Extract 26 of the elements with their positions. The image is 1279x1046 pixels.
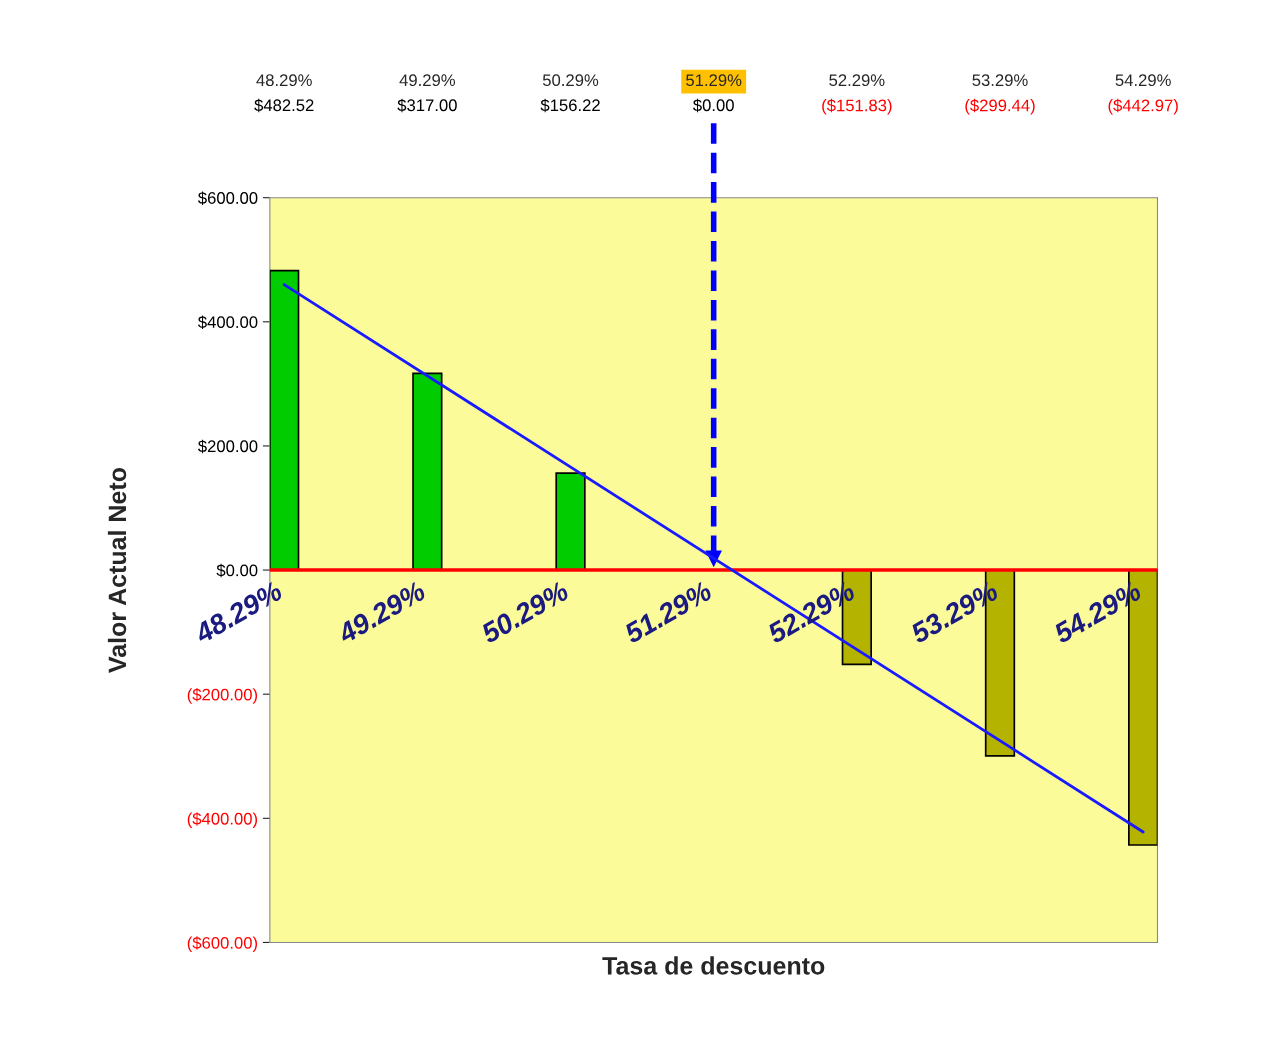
x-tick-label: 51.29%: [686, 74, 742, 87]
x-tick-label: 52.29%: [829, 74, 885, 87]
y-tick-label: ($400.00): [187, 812, 258, 828]
x-tick-label: 48.29%: [256, 74, 312, 87]
data-label: $0.00: [693, 98, 734, 113]
x-tick-label: 49.29%: [399, 74, 456, 87]
data-label: ($299.44): [965, 98, 1035, 115]
data-label: $156.22: [540, 98, 600, 113]
y-tick-label: $0.00: [216, 563, 258, 578]
y-tick-label: $400.00: [198, 315, 258, 330]
data-label: ($151.83): [822, 98, 892, 115]
bar: [555, 472, 586, 571]
bar: [412, 372, 443, 571]
data-label: ($442.97): [1108, 98, 1178, 115]
x-tick-label: 54.29%: [1115, 74, 1171, 87]
y-tick-label: $200.00: [198, 439, 258, 454]
y-tick-label: ($600.00): [187, 936, 258, 953]
data-label: $482.52: [254, 98, 314, 113]
x-axis-title: Tasa de descuento: [602, 956, 825, 975]
data-label: $317.00: [397, 98, 457, 113]
y-axis-title: Valor Actual Neto: [107, 468, 127, 673]
y-tick-label: $600.00: [198, 191, 258, 205]
x-tick-label: 50.29%: [542, 74, 599, 87]
y-tick-label: ($200.00): [187, 688, 258, 704]
bar: [269, 269, 300, 571]
x-tick-label: 53.29%: [972, 74, 1028, 87]
